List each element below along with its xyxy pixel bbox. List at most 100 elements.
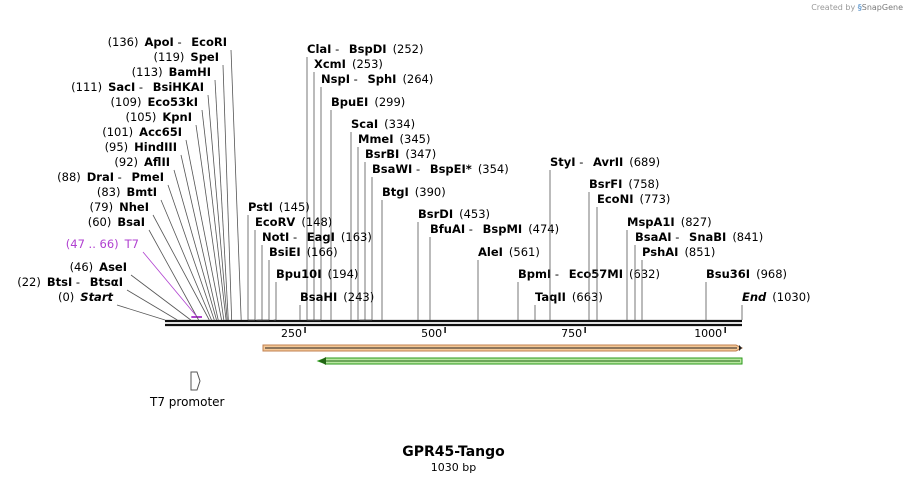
enzyme-name: BsrBI — [365, 147, 399, 161]
sequence-name: GPR45-Tango — [402, 444, 505, 460]
enzyme-name: BtgI — [382, 185, 409, 199]
site-label-left: (95) HindIII — [105, 140, 177, 154]
site-text: (758) — [628, 177, 659, 191]
site-text: (60) — [88, 215, 112, 229]
enzyme-name: StyI — [550, 155, 576, 169]
site-connector-line — [126, 289, 178, 321]
enzyme-name: BsaHI — [300, 290, 337, 304]
enzyme-name: Eco53kI — [147, 95, 198, 109]
enzyme-name: DraI — [87, 170, 114, 184]
site-text: (111) — [71, 80, 102, 94]
t7-promoter-label: T7 promoter — [150, 395, 225, 409]
site-text: (145) — [279, 200, 310, 214]
enzyme-name: ApoI — [145, 35, 174, 49]
enzyme-name: HindIII — [134, 140, 177, 154]
site-text: (166) — [307, 245, 338, 259]
enzyme-name: PstI — [248, 200, 273, 214]
site-text: (105) — [125, 110, 156, 124]
site-label-right: BpmI - Eco57MI (632) — [518, 267, 660, 281]
site-text: (347) — [405, 147, 436, 161]
site-label-right: BpuEI (299) — [331, 95, 405, 109]
enzyme-name: PmeI — [132, 170, 165, 184]
site-label-right: Bsu36I (968) — [706, 267, 787, 281]
site-connector-line — [201, 109, 227, 321]
enzyme-name: EcoNI — [597, 192, 633, 206]
site-text: (243) — [343, 290, 374, 304]
site-label-right: StyI - AvrII (689) — [550, 155, 660, 169]
enzyme-name: AleI — [478, 245, 503, 259]
site-text: - — [465, 222, 476, 236]
site-label-right: PshAI (851) — [642, 245, 715, 259]
site-connector-line — [130, 274, 192, 321]
site-label-left: (92) AflII — [114, 155, 170, 169]
site-connector-line — [180, 154, 219, 321]
site-text: (345) — [400, 132, 431, 146]
site-connector-line — [116, 304, 166, 321]
site-text: (136) — [108, 35, 139, 49]
site-text: (474) — [528, 222, 559, 236]
enzyme-name: PshAI — [642, 245, 678, 259]
axis-tick-label: 1000 — [694, 327, 722, 340]
enzyme-name: BtsαI — [90, 275, 123, 289]
site-connector-line — [173, 169, 217, 321]
site-label-right: EcoNI (773) — [597, 192, 670, 206]
site-text: (88) — [57, 170, 81, 184]
credit-text: Created by §SnapGene — [811, 3, 903, 12]
site-label-right: EcoRV (148) — [255, 215, 332, 229]
site-label-right: ScaI (334) — [351, 117, 415, 131]
site-label-left: (60) BsaI — [88, 215, 145, 229]
enzyme-name: NspI — [321, 72, 350, 86]
site-text: - — [289, 230, 300, 244]
site-text: (264) — [402, 72, 433, 86]
enzyme-name: BsaWI — [372, 162, 412, 176]
site-connector-line — [214, 79, 229, 321]
site-label-right: BsaAI - SnaBI (841) — [635, 230, 763, 244]
enzyme-name: BtsI — [47, 275, 72, 289]
site-text: - — [72, 275, 83, 289]
site-label-right: End (1030) — [742, 290, 811, 304]
enzyme-name: BsiHKAI — [153, 80, 204, 94]
site-label-right: MmeI (345) — [358, 132, 430, 146]
enzyme-name: ClaI — [307, 42, 331, 56]
enzyme-name: NheI — [119, 200, 149, 214]
site-label-left: (101) Acc65I — [102, 125, 182, 139]
site-text: (47 .. 66) — [66, 237, 119, 251]
site-label-left: (109) Eco53kI — [111, 95, 198, 109]
site-label-right: MspA1I (827) — [627, 215, 712, 229]
site-text: (22) — [17, 275, 41, 289]
site-text: - — [672, 230, 683, 244]
site-label-right: PstI (145) — [248, 200, 310, 214]
enzyme-name: NotI — [262, 230, 289, 244]
site-label-left: (79) NheI — [90, 200, 150, 214]
site-text: (453) — [459, 207, 490, 221]
enzyme-name: EagI — [307, 230, 335, 244]
site-label-right: BsaHI (243) — [300, 290, 374, 304]
site-label-right: AleI (561) — [478, 245, 540, 259]
site-text: (851) — [684, 245, 715, 259]
enzyme-name: BpmI — [518, 267, 551, 281]
site-label-left: (88) DraI - PmeI — [57, 170, 164, 184]
enzyme-name: MspA1I — [627, 215, 675, 229]
snapgene-logo-icon: § — [858, 3, 862, 12]
site-text: (0) — [58, 290, 74, 304]
site-text: (841) — [732, 230, 763, 244]
site-text: (109) — [111, 95, 142, 109]
site-label-left: (105) KpnI — [125, 110, 192, 124]
site-connector-line — [142, 251, 197, 317]
site-label-left: (0) Start — [58, 290, 114, 304]
site-label-left: (83) BmtI — [97, 185, 157, 199]
enzyme-name: MmeI — [358, 132, 394, 146]
site-label-right: BsrFI (758) — [589, 177, 659, 191]
site-text: (253) — [352, 57, 383, 71]
credit-brand: SnapGene — [862, 3, 903, 12]
site-text: (79) — [90, 200, 114, 214]
enzyme-name: Eco57MI — [569, 267, 623, 281]
enzyme-name: Start — [80, 290, 113, 304]
orf-forward-arrowhead — [739, 345, 742, 351]
enzyme-name: ScaI — [351, 117, 378, 131]
site-text: - — [135, 80, 146, 94]
enzyme-name: EcoRI — [191, 35, 227, 49]
site-text: T7 — [124, 237, 139, 251]
site-connector-line — [222, 64, 233, 321]
